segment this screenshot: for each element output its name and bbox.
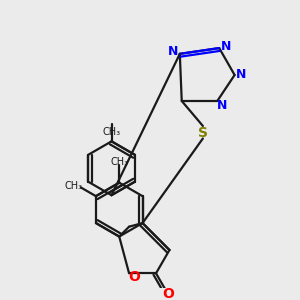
Text: CH₃: CH₃ — [110, 157, 128, 166]
Text: O: O — [128, 270, 140, 284]
Text: CH₃: CH₃ — [64, 181, 82, 190]
Text: N: N — [168, 45, 178, 58]
Text: N: N — [217, 99, 227, 112]
Text: S: S — [198, 126, 208, 140]
Text: O: O — [162, 287, 174, 300]
Text: N: N — [236, 68, 247, 82]
Text: N: N — [221, 40, 231, 53]
Text: CH₃: CH₃ — [103, 127, 121, 137]
